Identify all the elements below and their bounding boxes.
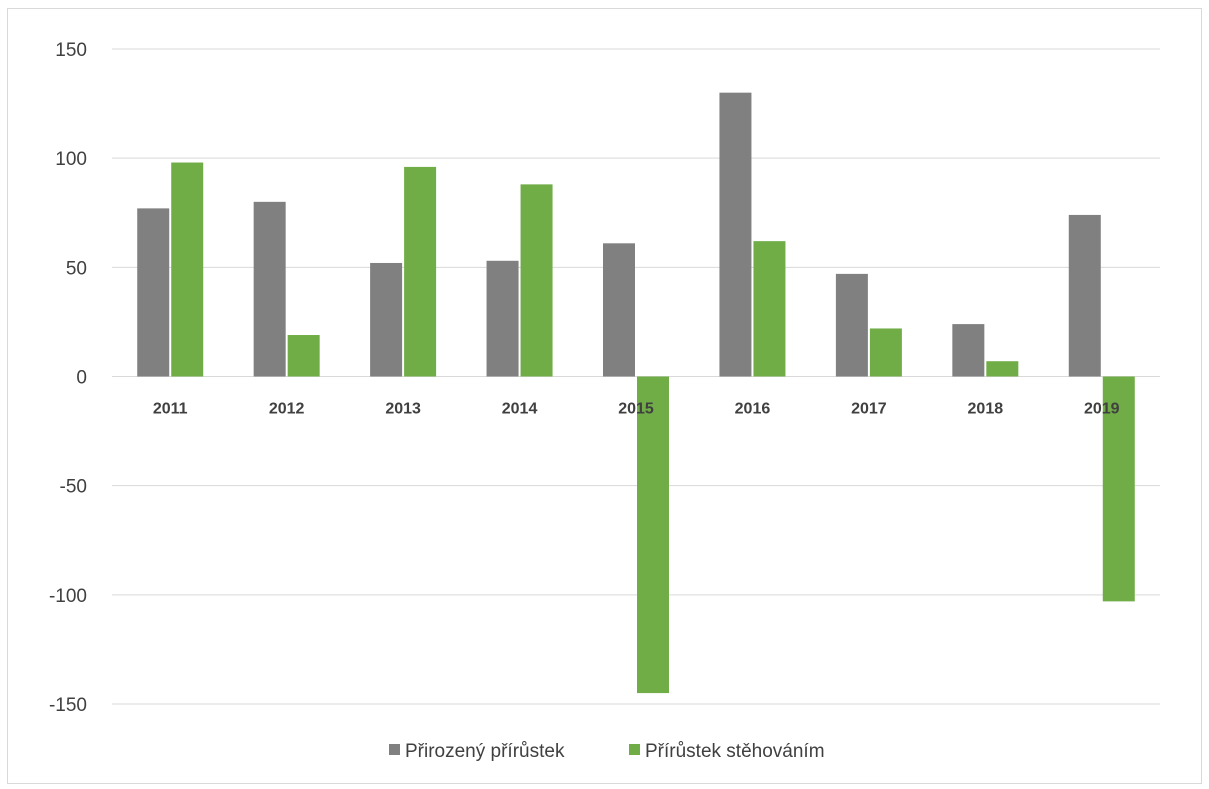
bar-natural-increase-2017 xyxy=(835,273,868,377)
bar-migration-increase-2014 xyxy=(520,184,553,377)
bar-natural-increase-2015 xyxy=(603,243,635,377)
y-tick-label: -150 xyxy=(49,695,87,716)
x-tick-label: 2017 xyxy=(851,401,887,418)
x-tick-label: 2011 xyxy=(153,401,188,418)
x-tick-label: 2016 xyxy=(735,401,771,418)
legend: Přirozený přírůstek Přírůstek stěhováním xyxy=(389,741,825,762)
x-axis-ticks: 2011 2012 2013 2014 2015 2016 2017 2018 2019 xyxy=(153,401,1120,418)
legend-label: Přírůstek stěhováním xyxy=(645,741,825,762)
x-tick-label: 2019 xyxy=(1084,401,1120,418)
x-tick-label: 2013 xyxy=(385,401,421,418)
x-tick-label: 2015 xyxy=(618,401,654,418)
y-axis-ticks: 150 100 50 0 -50 -100 -150 xyxy=(49,40,87,716)
bar-migration-increase-2013 xyxy=(404,166,437,377)
legend-swatch xyxy=(629,744,640,755)
bar-natural-increase-2013 xyxy=(370,262,403,377)
bar-migration-increase-2016 xyxy=(753,241,786,377)
bar-migration-increase-2011 xyxy=(171,162,204,377)
bar-natural-increase-2012 xyxy=(253,201,286,377)
x-tick-label: 2018 xyxy=(968,401,1004,418)
y-tick-label: 150 xyxy=(55,40,87,61)
y-tick-label: -50 xyxy=(60,477,87,498)
bar-natural-increase-2011 xyxy=(137,208,170,377)
bar-natural-increase-2019 xyxy=(1068,214,1101,377)
chart-frame xyxy=(7,8,1202,784)
y-tick-label: 100 xyxy=(55,149,87,170)
bar-migration-increase-2015 xyxy=(637,376,669,694)
bar-natural-increase-2014 xyxy=(486,260,519,377)
y-tick-label: 50 xyxy=(66,258,87,279)
bar-migration-increase-2017 xyxy=(869,328,902,377)
legend-swatch xyxy=(389,744,400,755)
bar-migration-increase-2012 xyxy=(287,335,320,377)
bar-migration-increase-2019 xyxy=(1102,376,1135,602)
y-tick-label: -100 xyxy=(49,586,87,607)
x-tick-label: 2014 xyxy=(502,401,538,418)
x-tick-label: 2012 xyxy=(269,401,305,418)
y-tick-label: 0 xyxy=(76,368,87,389)
legend-label: Přirozený přírůstek xyxy=(405,741,565,762)
bar-natural-increase-2016 xyxy=(719,92,752,377)
bar-natural-increase-2018 xyxy=(952,324,985,377)
bars xyxy=(137,92,1135,694)
gridlines xyxy=(112,48,1160,705)
bar-migration-increase-2018 xyxy=(986,361,1019,377)
